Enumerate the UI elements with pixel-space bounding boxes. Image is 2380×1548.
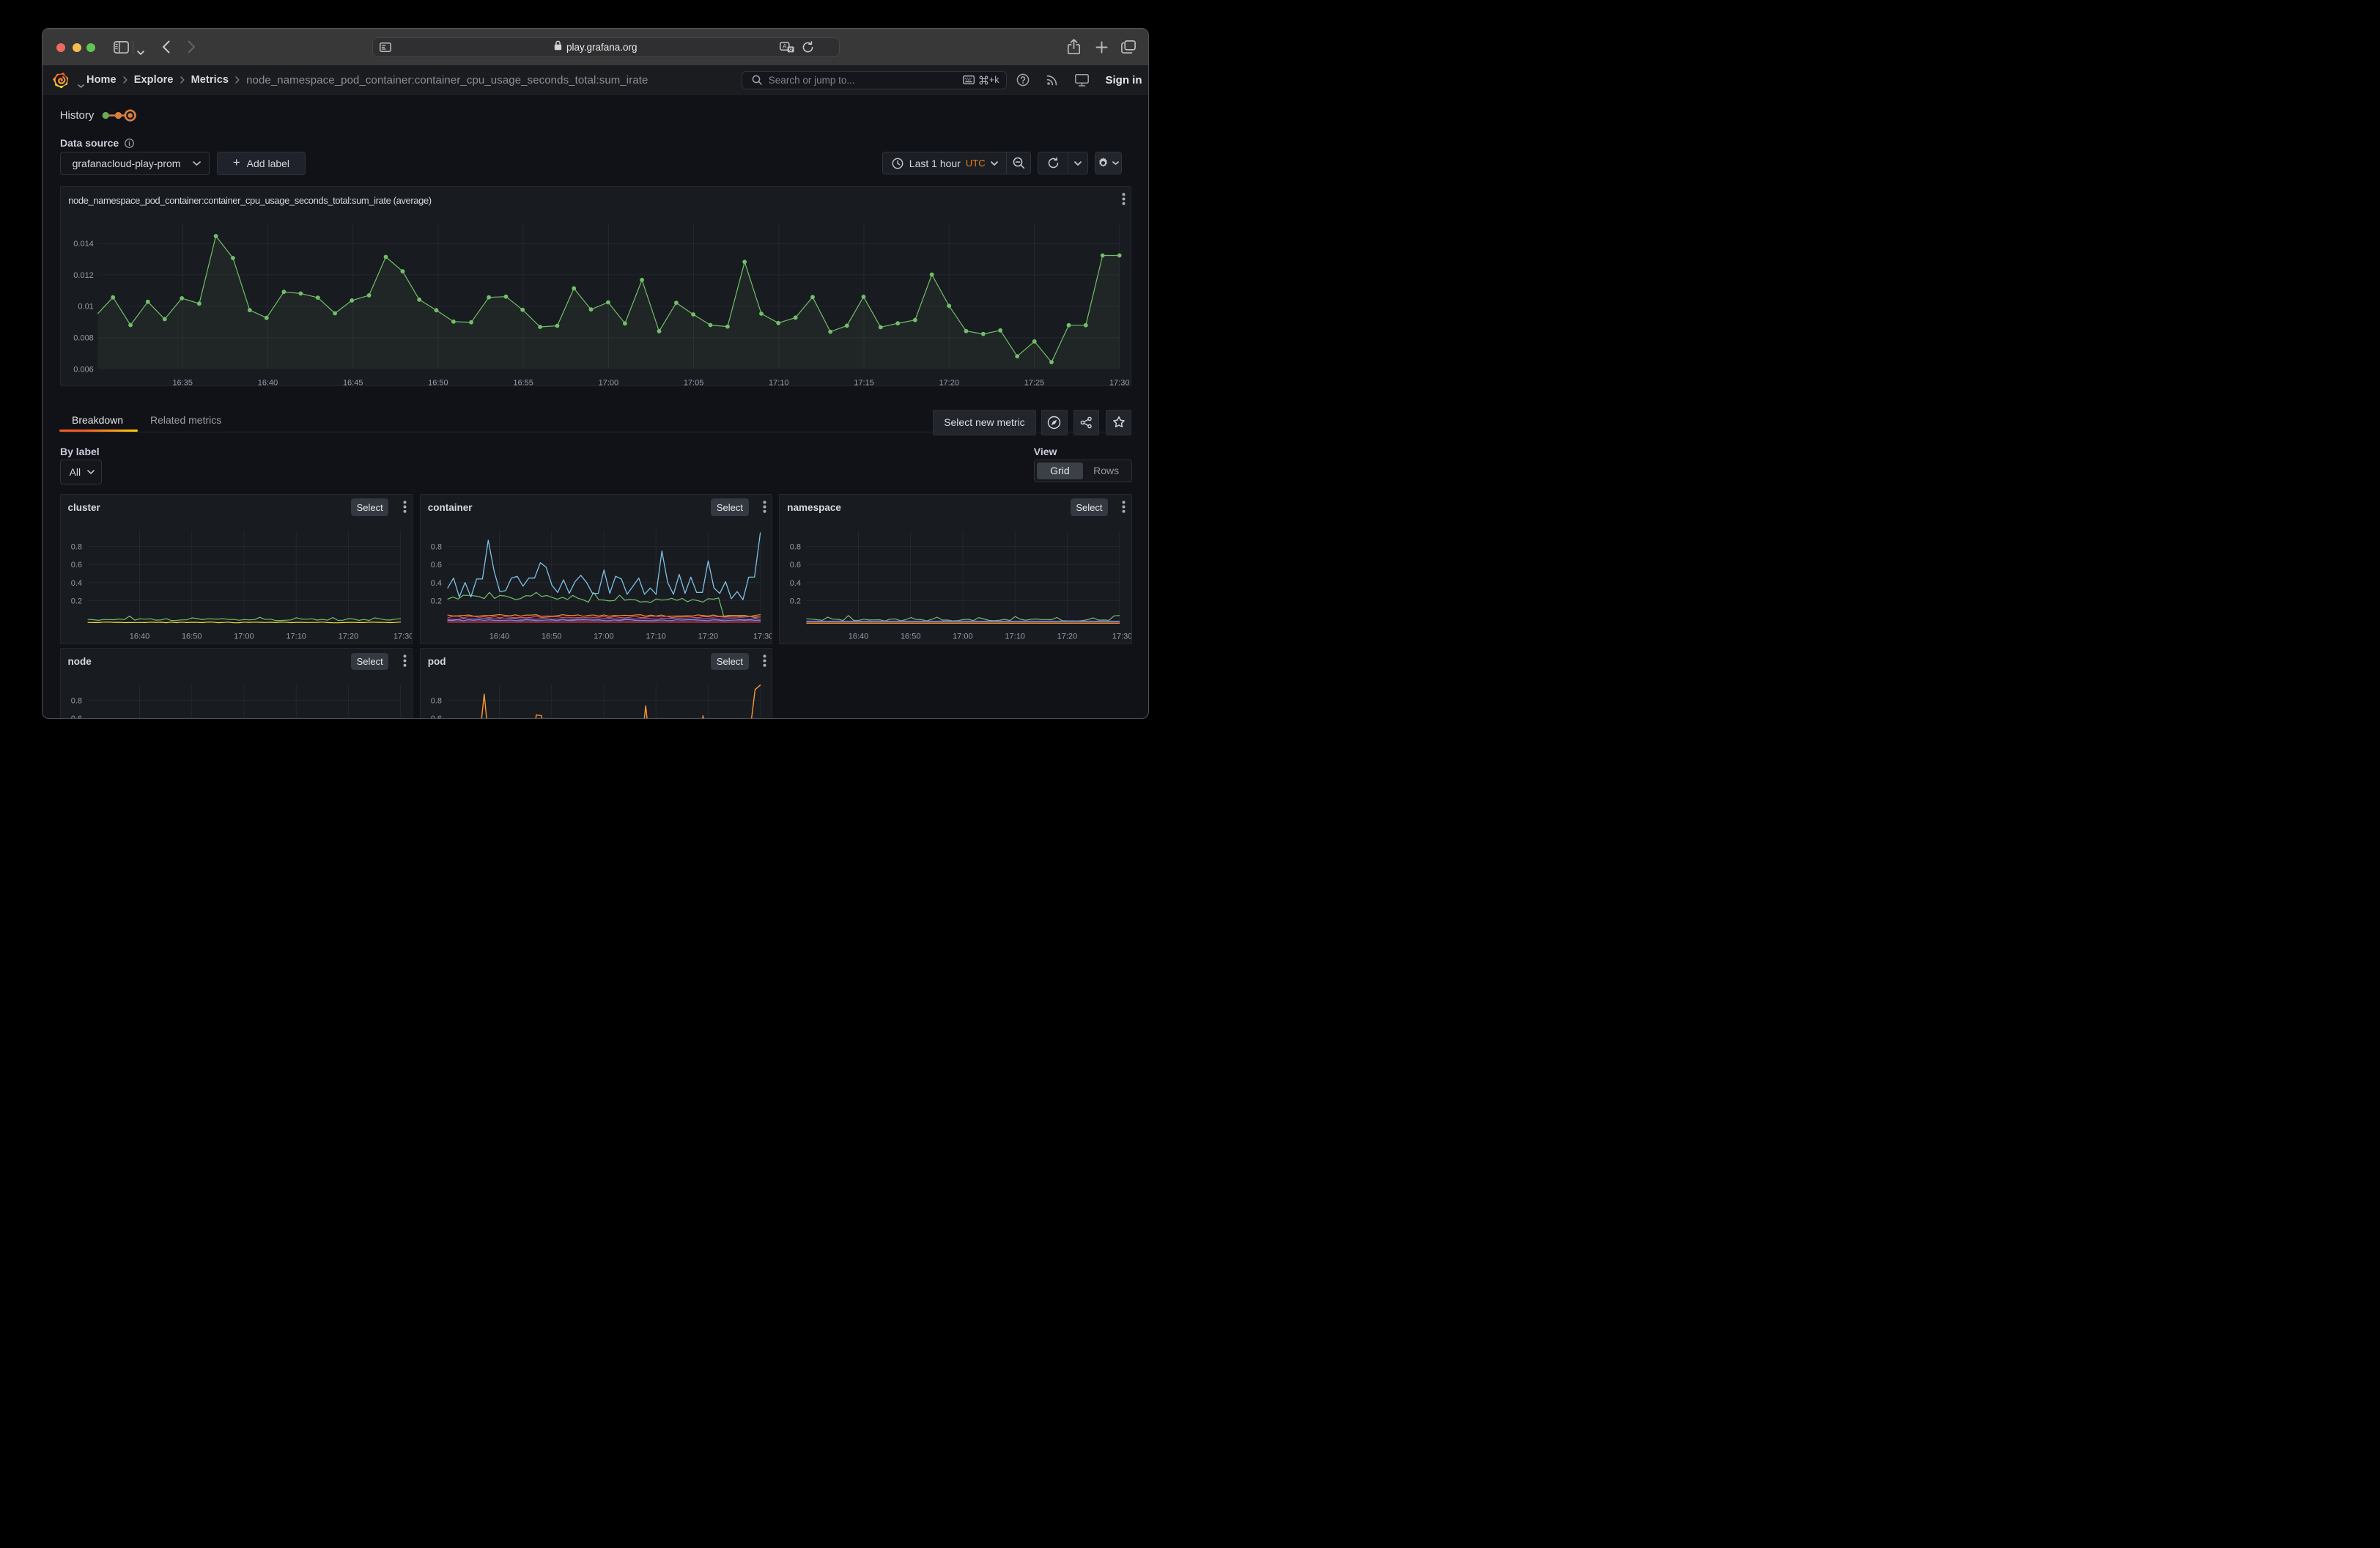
svg-text:0.008: 0.008 xyxy=(73,333,94,342)
svg-text:0.8: 0.8 xyxy=(790,542,801,551)
svg-text:16:40: 16:40 xyxy=(849,632,869,641)
svg-text:16:40: 16:40 xyxy=(489,632,510,641)
svg-text:17:15: 17:15 xyxy=(854,378,874,387)
svg-text:17:30: 17:30 xyxy=(1112,632,1132,641)
svg-text:17:10: 17:10 xyxy=(286,632,306,641)
svg-text:0.6: 0.6 xyxy=(790,561,801,570)
svg-text:0.8: 0.8 xyxy=(70,542,81,551)
svg-text:17:30: 17:30 xyxy=(393,632,413,641)
svg-text:0.8: 0.8 xyxy=(431,697,442,706)
svg-text:17:00: 17:00 xyxy=(234,632,254,641)
svg-text:16:35: 16:35 xyxy=(172,378,193,387)
svg-text:16:50: 16:50 xyxy=(542,632,562,641)
svg-text:16:45: 16:45 xyxy=(343,378,363,387)
svg-text:0.8: 0.8 xyxy=(431,542,442,551)
svg-text:0.8: 0.8 xyxy=(70,697,81,706)
svg-text:16:50: 16:50 xyxy=(901,632,921,641)
svg-text:0.4: 0.4 xyxy=(431,579,442,588)
svg-text:16:40: 16:40 xyxy=(257,378,278,387)
svg-text:17:00: 17:00 xyxy=(953,632,973,641)
svg-text:17:20: 17:20 xyxy=(698,632,718,641)
svg-text:0.6: 0.6 xyxy=(70,561,81,570)
svg-text:17:20: 17:20 xyxy=(1057,632,1078,641)
svg-text:17:00: 17:00 xyxy=(594,632,614,641)
svg-text:17:00: 17:00 xyxy=(598,378,618,387)
svg-text:17:30: 17:30 xyxy=(1109,378,1130,387)
svg-text:0.2: 0.2 xyxy=(790,597,801,605)
svg-text:16:40: 16:40 xyxy=(129,632,149,641)
svg-text:16:55: 16:55 xyxy=(513,378,533,387)
svg-text:0.6: 0.6 xyxy=(70,715,81,719)
svg-text:0.2: 0.2 xyxy=(70,597,81,605)
svg-text:16:50: 16:50 xyxy=(181,632,202,641)
svg-text:17:25: 17:25 xyxy=(1024,378,1044,387)
svg-text:17:05: 17:05 xyxy=(684,378,704,387)
svg-text:0.006: 0.006 xyxy=(73,365,94,374)
svg-text:17:30: 17:30 xyxy=(753,632,773,641)
svg-text:17:10: 17:10 xyxy=(769,378,789,387)
svg-text:0.2: 0.2 xyxy=(431,597,442,605)
svg-text:17:20: 17:20 xyxy=(939,378,959,387)
svg-text:0.4: 0.4 xyxy=(70,579,81,588)
svg-text:17:10: 17:10 xyxy=(646,632,666,641)
svg-text:17:10: 17:10 xyxy=(1005,632,1026,641)
svg-text:16:50: 16:50 xyxy=(428,378,448,387)
svg-text:0.6: 0.6 xyxy=(431,715,442,719)
svg-text:0.01: 0.01 xyxy=(78,302,93,311)
svg-text:0.4: 0.4 xyxy=(790,579,801,588)
svg-text:0.012: 0.012 xyxy=(73,271,94,280)
svg-text:0.014: 0.014 xyxy=(73,240,94,248)
svg-text:0.6: 0.6 xyxy=(431,561,442,570)
svg-text:A: A xyxy=(783,43,787,50)
svg-text:17:20: 17:20 xyxy=(338,632,358,641)
